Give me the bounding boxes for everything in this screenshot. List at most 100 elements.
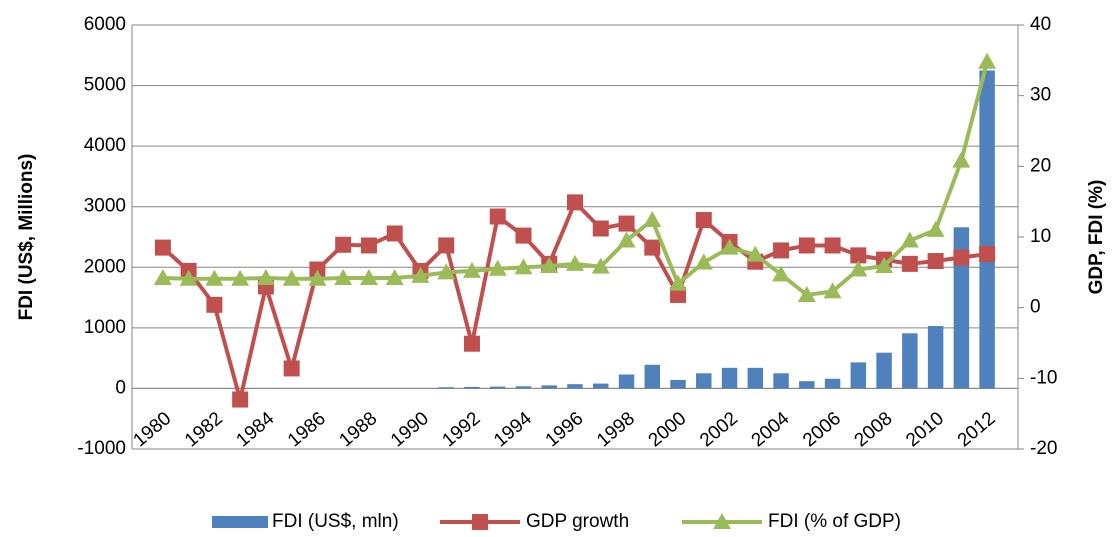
marker	[232, 391, 249, 408]
marker	[488, 259, 507, 276]
x-tick-label: 2006	[799, 408, 845, 451]
marker	[849, 260, 868, 277]
x-tick-label: 1994	[490, 408, 536, 452]
bar	[850, 362, 867, 389]
marker	[901, 255, 918, 272]
bar	[876, 352, 892, 389]
bar	[567, 384, 583, 389]
marker	[875, 256, 894, 273]
marker	[385, 268, 404, 285]
marker	[695, 212, 712, 229]
marker	[927, 253, 944, 270]
marker	[566, 254, 584, 271]
marker	[463, 335, 480, 352]
y2-tick-label: 40	[1030, 14, 1051, 35]
legend-label: GDP growth	[526, 511, 629, 532]
marker	[567, 194, 583, 211]
marker	[205, 269, 224, 286]
marker	[256, 268, 275, 285]
marker	[462, 261, 481, 278]
marker	[798, 237, 815, 254]
marker	[179, 269, 198, 286]
marker	[154, 239, 171, 256]
marker	[694, 253, 713, 270]
marker	[282, 269, 301, 286]
bar	[773, 373, 789, 389]
marker	[231, 269, 250, 286]
marker	[720, 238, 739, 255]
marker	[823, 282, 842, 299]
y-tick-label: 6000	[84, 14, 126, 35]
marker	[540, 256, 559, 273]
y-tick-label: 5000	[84, 75, 126, 96]
y-tick-label: 1000	[84, 317, 126, 338]
marker	[153, 268, 172, 285]
marker	[360, 237, 377, 254]
marker	[438, 237, 455, 254]
bar	[593, 383, 609, 389]
bar	[979, 70, 995, 389]
x-tick-label: 1988	[335, 408, 381, 451]
x-tick-label: 1986	[284, 408, 330, 451]
legend-label: FDI (% of GDP)	[768, 511, 901, 532]
marker	[618, 215, 635, 232]
y-tick-label: 3000	[84, 196, 126, 217]
marker	[591, 257, 610, 274]
y2-tick-label: 10	[1030, 226, 1051, 247]
bar	[696, 373, 712, 389]
marker	[335, 236, 352, 253]
marker	[643, 211, 662, 228]
marker	[592, 220, 609, 237]
marker	[926, 220, 945, 237]
y2-tick-label: 30	[1030, 85, 1051, 106]
marker	[359, 268, 378, 285]
y2-tick-label: 20	[1030, 155, 1051, 176]
marker	[308, 269, 327, 286]
x-tick-label: 2008	[851, 408, 897, 451]
marker	[411, 266, 430, 283]
legend-swatch	[212, 516, 268, 528]
bar	[953, 227, 970, 389]
x-tick-label: 1980	[129, 408, 175, 451]
y2-axis-title: GDP, FDI (%)	[1086, 180, 1107, 295]
marker	[514, 258, 533, 275]
marker	[850, 247, 867, 264]
marker	[334, 268, 353, 285]
marker	[824, 237, 841, 254]
marker	[283, 360, 300, 377]
x-tick-label: 1984	[232, 408, 278, 452]
marker	[386, 225, 403, 242]
marker	[309, 261, 326, 278]
marker	[953, 249, 970, 266]
marker	[644, 239, 661, 256]
marker	[617, 231, 636, 248]
x-tick-label: 2004	[748, 408, 794, 452]
marker	[900, 231, 919, 248]
y-tick-label: 4000	[84, 135, 126, 156]
x-tick-label: 1996	[542, 408, 588, 451]
x-tick-label: 2012	[954, 408, 1000, 451]
legend-marker	[713, 513, 731, 529]
bar	[464, 386, 480, 389]
y-tick-label: 0	[115, 377, 126, 398]
marker	[773, 242, 790, 259]
marker	[952, 151, 971, 168]
marker	[515, 227, 532, 244]
legend-marker	[472, 514, 488, 530]
bar	[799, 381, 815, 389]
x-tick-label: 1982	[181, 408, 227, 451]
bar	[438, 387, 454, 389]
x-tick-label: 2010	[902, 408, 948, 451]
bar	[515, 386, 532, 389]
marker	[797, 285, 816, 302]
x-tick-label: 1990	[387, 408, 433, 451]
bar	[824, 378, 841, 389]
marker	[978, 52, 997, 69]
bar	[644, 364, 660, 389]
x-tick-label: 1998	[593, 408, 639, 451]
y-tick-label: -1000	[77, 438, 126, 459]
legend-label: FDI (US$, mln)	[272, 511, 399, 532]
bar	[618, 374, 635, 389]
bar	[747, 367, 764, 389]
marker	[979, 245, 996, 262]
